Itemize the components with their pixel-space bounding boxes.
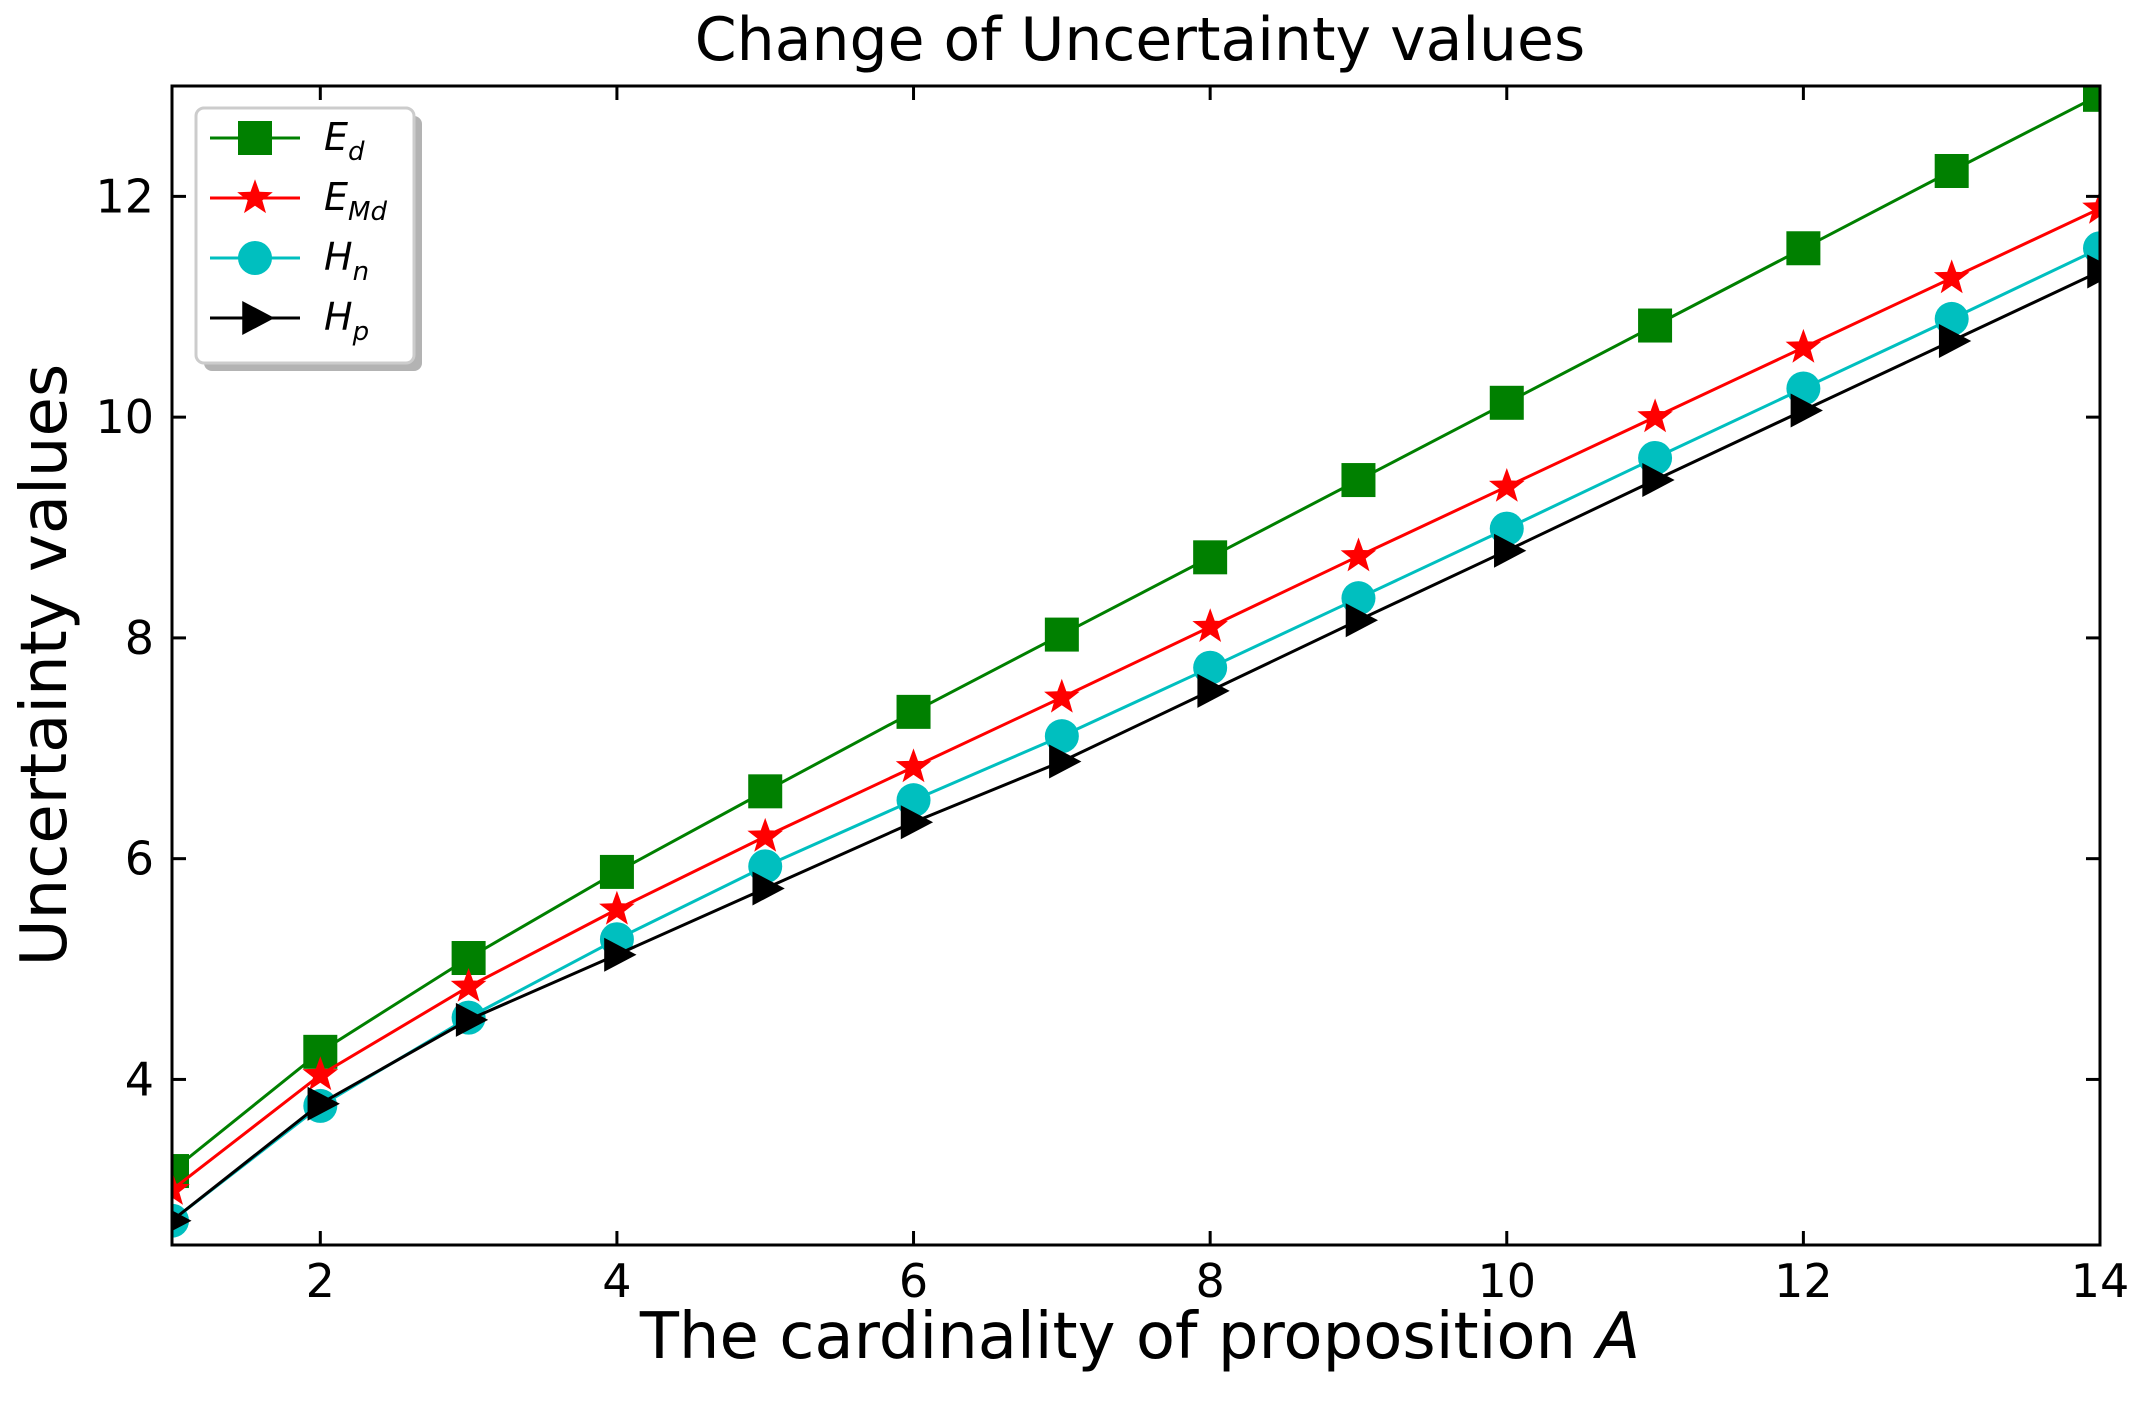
data-point-E_d-11 [1638,308,1673,343]
data-point-E_Md-9 [1340,537,1377,572]
data-point-H_p-3 [455,1002,489,1037]
legend-item-E_Md: EMd [210,175,387,227]
legend-label-subscript: d [348,137,365,167]
data-point-H_p-10 [1494,533,1527,568]
data-point-E_d-9 [1341,463,1376,498]
data-point-H_p-1 [172,1210,192,1232]
series-line-H_p [172,270,2100,1222]
series-H_p [172,254,2100,1232]
axes-frame [170,84,2102,1247]
legend-item-H_n: Hn [210,235,369,287]
data-point-H_p-9 [1345,603,1379,638]
legend-label-subscript: n [353,257,369,287]
data-point-H_p-14 [2087,254,2100,289]
y-tick-label-4: 4 [125,1052,154,1106]
x-axis-label: The cardinality of proposition A [639,1300,1640,1374]
legend-marker-H_n [238,241,272,275]
x-tick-label-8: 8 [1196,1254,1225,1308]
data-point-H_p-12 [1790,393,1823,428]
x-tick-label-12: 12 [1774,1254,1833,1308]
data-point-E_d-13 [1934,153,1969,188]
y-axis-label: Uncertainty values [8,364,82,966]
data-point-E_Md-11 [1637,398,1673,433]
legend-label-main: H [324,235,353,279]
legend-label-main: E [324,175,348,219]
legend-label-main: E [324,115,348,159]
data-point-E_Md-10 [1489,468,1525,502]
data-point-H_p-5 [752,871,785,906]
y-tick-label-10: 10 [95,390,154,444]
data-point-H_p-11 [1642,463,1675,498]
chart-title: Change of Uncertainty values [695,5,1585,75]
data-point-E_Md-5 [747,817,783,852]
x-tick-label-10: 10 [1477,1254,1536,1308]
data-point-E_Md-4 [599,890,635,925]
data-point-E_Md-1 [172,1171,190,1205]
x-axis-label-variable: A [1592,1300,1640,1374]
x-tick-label-14: 14 [2071,1254,2130,1308]
data-point-E_d-10 [1489,385,1524,420]
legend-label-subscript: Md [348,197,387,227]
axes: 2 4 6 8 10 12 14 4 6 8 10 12 [95,84,2130,1308]
plot-area [172,86,2100,1238]
legend-label-H_n: Hn [324,235,369,287]
legend-marker-E_d [238,121,272,155]
data-point-E_Md-7 [1044,678,1080,713]
y-tick-label-12: 12 [95,169,154,223]
legend-label-E_Md: EMd [324,175,387,227]
x-tick-label-4: 4 [602,1254,631,1308]
data-point-E_d-8 [1193,540,1228,575]
legend-item-E_d: Ed [210,115,365,167]
data-point-E_d-14 [2083,86,2100,112]
data-point-E_d-7 [1044,617,1079,652]
legend-item-H_p: Hp [210,295,369,347]
data-point-E_d-6 [896,694,931,729]
legend-label-H_p: Hp [324,295,369,347]
series-E_d [172,86,2100,1189]
data-point-H_p-7 [1049,744,1082,779]
data-point-E_Md-2 [302,1056,339,1091]
series-line-E_d [172,93,2100,1173]
data-point-H_n-7 [1044,719,1079,754]
x-tick-label-6: 6 [899,1254,928,1308]
data-point-H_p-6 [900,805,934,840]
data-point-H_p-2 [307,1086,340,1121]
data-point-H_p-4 [604,937,637,972]
y-tick-label-6: 6 [125,832,154,886]
data-point-E_Md-12 [1785,328,1822,363]
data-point-E_Md-8 [1192,608,1228,642]
data-point-E_Md-6 [895,748,932,783]
data-point-E_d-12 [1786,231,1821,266]
data-point-H_p-13 [1938,323,1972,358]
data-point-E_Md-13 [1933,259,1970,294]
data-point-E_d-4 [599,854,634,889]
x-tick-label-2: 2 [306,1254,335,1308]
data-point-E_Md-3 [450,968,487,1002]
legend-marker-H_p [242,301,275,335]
x-axis-label-prefix: The cardinality of proposition [639,1300,1597,1374]
data-point-H_p-8 [1197,673,1230,708]
series-E_Md [172,189,2100,1205]
series-line-H_n [172,246,2100,1222]
legend-box [194,106,416,365]
y-tick-label-8: 8 [125,611,154,665]
legend-label-main: H [324,295,353,339]
data-point-E_d-5 [748,774,783,809]
legend-marker-E_Md [237,179,273,214]
legend-label-E_d: Ed [324,115,365,167]
series-line-E_Md [172,207,2100,1191]
data-point-E_Md-14 [2082,189,2100,224]
legend-label-subscript: p [352,317,370,347]
